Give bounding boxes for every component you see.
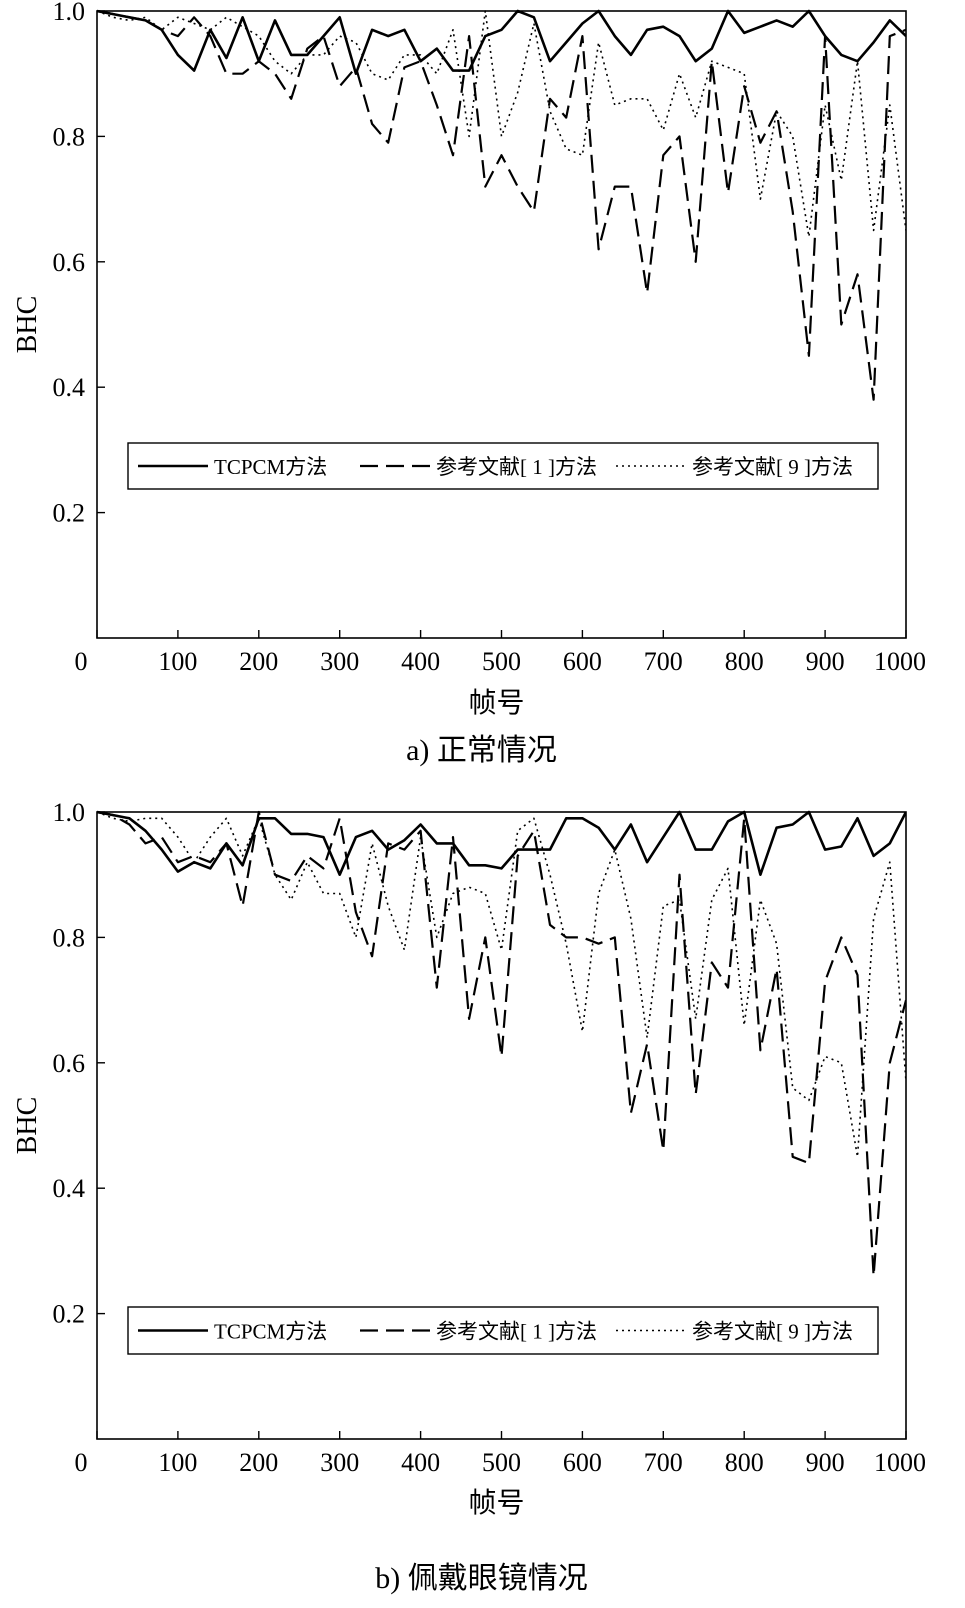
legend-label: 参考文献[ 9 ]方法: [692, 455, 853, 479]
x-tick-label: 400: [401, 647, 440, 676]
y-tick-label: 0.8: [53, 122, 86, 151]
x-axis-title: 帧号: [468, 1487, 524, 1519]
legend-label: TCPCM方法: [214, 1320, 327, 1344]
x-tick-label: 500: [482, 647, 521, 676]
x-tick-label: 0: [75, 1448, 88, 1477]
legend-label: 参考文献[ 1 ]方法: [436, 455, 597, 479]
panel-caption: b) 佩戴眼镜情况: [375, 1562, 588, 1595]
y-tick-label: 0.6: [53, 1049, 86, 1078]
x-axis-title: 帧号: [468, 687, 524, 719]
x-tick-label: 800: [725, 1448, 764, 1477]
x-tick-label: 1000: [874, 647, 926, 676]
x-tick-label: 900: [806, 647, 845, 676]
y-axis-title: BHC: [12, 1097, 43, 1155]
series-group: [97, 9, 906, 401]
legend: TCPCM方法 参考文献[ 1 ]方法 参考文献[ 9 ]方法: [127, 442, 879, 490]
legend-label: 参考文献[ 9 ]方法: [692, 1320, 853, 1344]
y-tick-label: 0.4: [53, 373, 86, 402]
plot-frame: [96, 10, 907, 639]
x-tick-label: 300: [320, 1448, 359, 1477]
y-axis-title: BHC: [12, 296, 43, 354]
y-tick-label: 0.8: [53, 923, 86, 952]
x-tick-label: 1000: [874, 1448, 926, 1477]
chart-panel-a: 0 100 200 300 400 500 600 700 800 900 1000 0.2 0.4 0.…: [12, 0, 926, 767]
x-tick-label: 600: [563, 647, 602, 676]
y-tick-label: 0.6: [53, 248, 86, 277]
x-tick-label: 700: [644, 1448, 683, 1477]
chart-panel-b: 0 100 200 300 400 500 600 700 800 900 1000 0.2 0.4 0.…: [12, 798, 926, 1595]
x-tick-label: 300: [320, 647, 359, 676]
x-tick-label: 500: [482, 1448, 521, 1477]
y-tick-label: 0.2: [53, 499, 86, 528]
series-line-solid: [97, 9, 906, 75]
series-line-dashed: [97, 9, 906, 401]
y-tick-label: 0.4: [53, 1174, 86, 1203]
legend: TCPCM方法 参考文献[ 1 ]方法 参考文献[ 9 ]方法: [127, 1306, 879, 1355]
y-tick-label: 0.2: [53, 1300, 86, 1329]
legend-label: TCPCM方法: [214, 455, 327, 479]
y-tick-label: 1.0: [53, 0, 86, 26]
x-tick-label: 100: [158, 1448, 197, 1477]
legend-box: [127, 1306, 879, 1355]
legend-label: 参考文献[ 1 ]方法: [436, 1320, 597, 1344]
x-tick-label: 700: [644, 647, 683, 676]
x-tick-label: 600: [563, 1448, 602, 1477]
x-tick-label: 900: [806, 1448, 845, 1477]
panel-caption: a) 正常情况: [406, 734, 557, 767]
series-line-solid: [97, 810, 906, 877]
x-tick-label: 100: [158, 647, 197, 676]
x-tick-label: 200: [239, 647, 278, 676]
series-line-dotted: [97, 811, 906, 1158]
x-tick-label: 800: [725, 647, 764, 676]
x-tick-label: 400: [401, 1448, 440, 1477]
series-group: [97, 810, 906, 1278]
y-tick-label: 1.0: [53, 798, 86, 827]
legend-box: [127, 442, 879, 490]
series-line-dashed: [97, 810, 906, 1278]
x-tick-label: 200: [239, 1448, 278, 1477]
x-tick-label: 0: [75, 647, 88, 676]
